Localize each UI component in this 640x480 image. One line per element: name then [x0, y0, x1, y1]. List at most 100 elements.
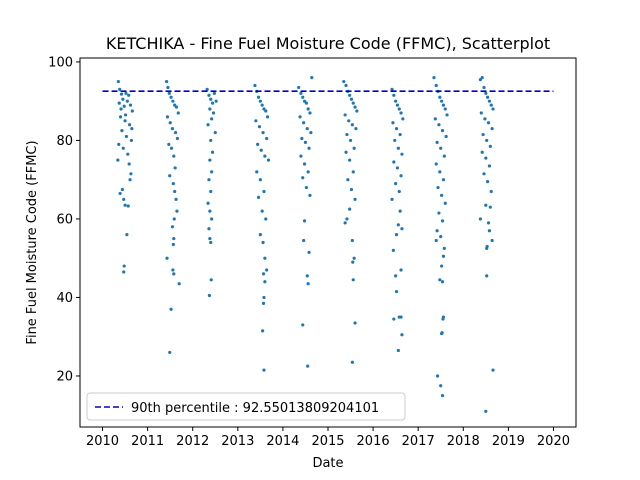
legend-box — [86, 392, 406, 421]
data-point — [122, 197, 126, 201]
data-point — [300, 136, 304, 141]
y-tick-label: 60 — [56, 212, 73, 227]
data-point — [165, 256, 169, 260]
data-point — [443, 107, 447, 111]
data-point — [400, 152, 404, 156]
x-tick-label: 2015 — [311, 434, 344, 449]
data-point — [306, 364, 310, 368]
data-point — [207, 93, 211, 97]
data-point — [398, 209, 402, 213]
data-point — [257, 125, 262, 129]
data-point — [167, 142, 171, 146]
data-point — [305, 274, 309, 278]
data-point — [205, 87, 209, 92]
data-point — [265, 115, 270, 119]
data-point — [392, 317, 396, 321]
data-point — [401, 117, 405, 121]
data-point — [214, 99, 218, 103]
data-point — [206, 201, 210, 205]
data-point — [440, 393, 445, 398]
data-point — [394, 182, 398, 186]
data-point — [346, 178, 350, 182]
x-tick-label: 2018 — [447, 434, 480, 449]
data-point — [212, 91, 216, 95]
data-point — [486, 180, 490, 184]
chart-title: KETCHIKA - Fine Fuel Moisture Code (FFMC… — [106, 34, 550, 53]
data-point — [439, 384, 443, 388]
data-point — [484, 91, 488, 95]
data-point — [165, 115, 170, 119]
data-point — [256, 95, 261, 99]
data-point — [442, 246, 446, 250]
data-point — [169, 146, 174, 150]
data-point — [440, 331, 444, 336]
data-point — [397, 189, 401, 194]
data-point — [306, 282, 310, 286]
data-point — [488, 205, 492, 209]
data-point — [306, 170, 310, 174]
data-point — [399, 174, 403, 178]
data-point — [392, 93, 396, 97]
data-point — [120, 187, 124, 192]
data-point — [175, 136, 179, 141]
data-point — [441, 254, 446, 258]
data-point — [491, 368, 495, 372]
data-point — [265, 268, 269, 272]
data-point — [208, 209, 212, 213]
data-point — [119, 92, 124, 96]
data-point — [260, 103, 264, 107]
data-point — [122, 104, 126, 108]
data-point — [303, 140, 308, 144]
data-point — [395, 103, 400, 107]
data-point — [479, 111, 483, 115]
data-point — [262, 295, 266, 300]
x-axis-label: Date — [312, 456, 343, 471]
data-point — [118, 115, 123, 119]
data-point — [437, 123, 441, 127]
data-point — [400, 333, 404, 337]
data-point — [169, 95, 173, 99]
data-point — [117, 142, 121, 146]
data-point — [121, 146, 125, 150]
data-point — [167, 91, 171, 95]
data-point — [438, 95, 442, 99]
data-point — [263, 154, 267, 158]
data-point — [342, 79, 346, 84]
data-point — [128, 103, 133, 107]
data-point — [390, 197, 394, 201]
data-point — [483, 117, 487, 121]
data-point — [264, 217, 268, 221]
data-point — [348, 207, 352, 211]
data-point — [440, 129, 445, 133]
data-point — [348, 158, 352, 162]
data-point — [118, 191, 122, 196]
data-point — [486, 95, 490, 99]
data-point — [352, 256, 356, 260]
data-point — [487, 164, 492, 168]
data-point — [174, 105, 179, 109]
x-tick-label: 2010 — [86, 434, 119, 449]
data-point — [210, 117, 214, 121]
data-point — [438, 278, 442, 282]
data-point — [122, 264, 126, 268]
data-point — [258, 178, 262, 182]
data-point — [484, 203, 488, 207]
data-point — [169, 307, 173, 311]
data-point — [487, 229, 492, 233]
data-point — [207, 227, 211, 231]
data-point — [302, 121, 306, 125]
data-point — [440, 280, 445, 284]
data-point — [351, 260, 355, 264]
data-point — [482, 85, 486, 90]
data-point — [440, 193, 444, 197]
data-point — [210, 101, 215, 105]
data-point — [170, 127, 175, 131]
data-point — [434, 83, 438, 88]
data-point — [343, 221, 347, 225]
data-point — [349, 97, 354, 101]
data-point — [484, 409, 488, 413]
data-point — [264, 109, 268, 113]
data-point — [263, 280, 267, 284]
data-point — [116, 158, 120, 162]
